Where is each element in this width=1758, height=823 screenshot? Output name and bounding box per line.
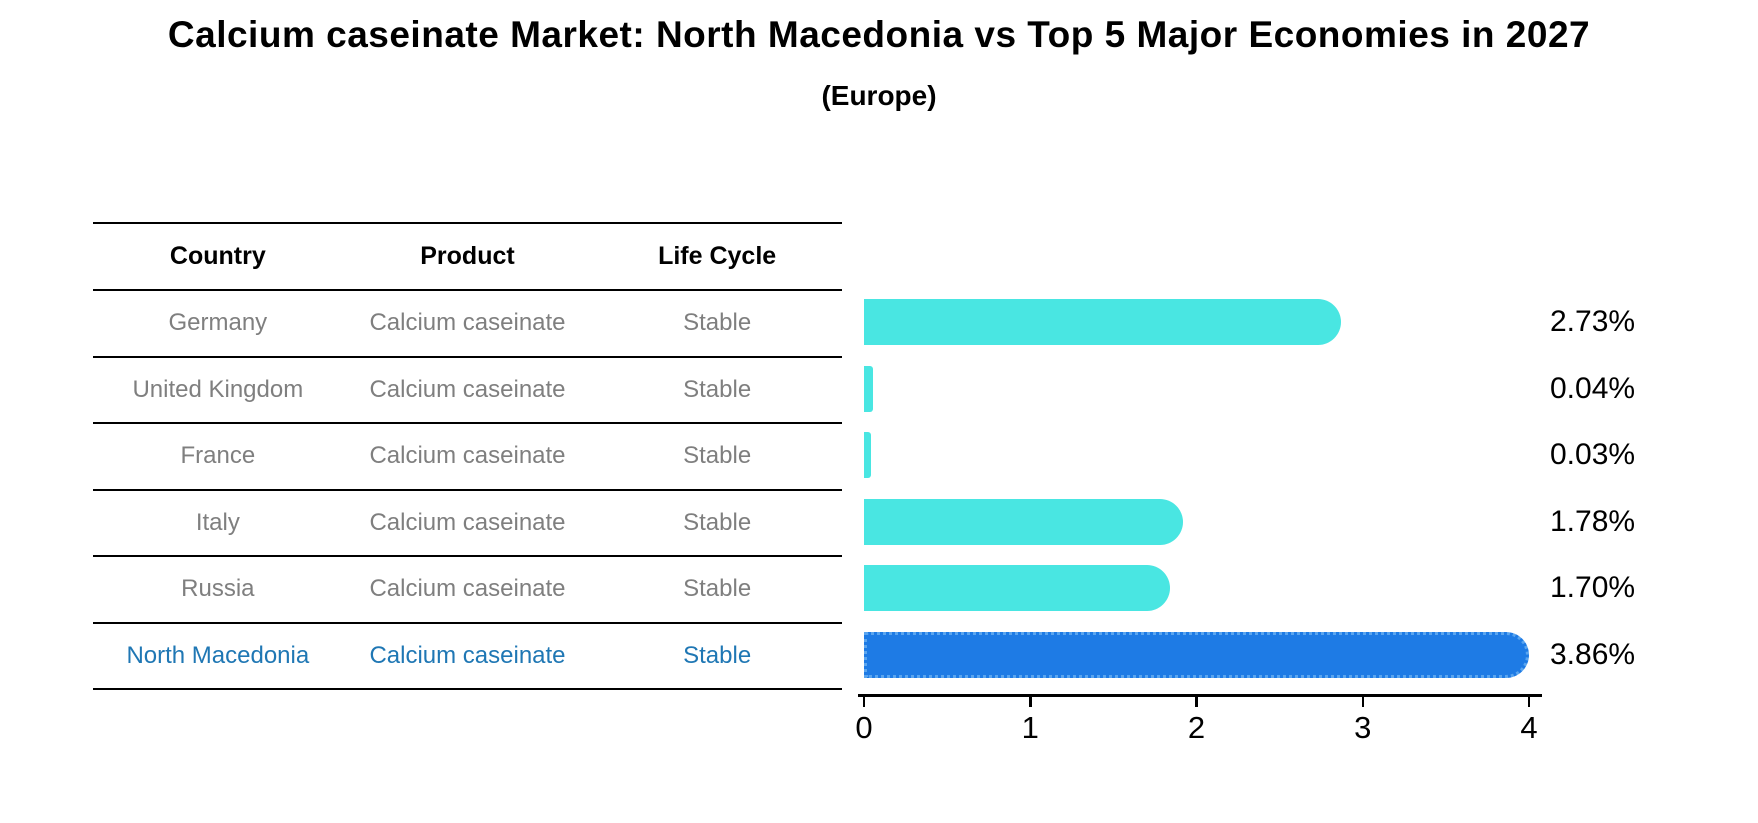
cell-country: Germany [168, 309, 268, 337]
table-row: France Calcium caseinate Stable [93, 424, 842, 491]
bar-value-label: 1.70% [1550, 571, 1636, 605]
x-tick-label: 0 [855, 710, 873, 745]
cell-product: Calcium caseinate [369, 375, 566, 403]
cell-country: France [180, 442, 256, 470]
cell-product: Calcium caseinate [369, 641, 566, 669]
bar-highlighted [864, 631, 1529, 678]
x-tick-label: 1 [1021, 710, 1039, 745]
cell-country: Russia [181, 575, 255, 603]
cell-life-cycle: Stable [683, 442, 752, 470]
cell-country: United Kingdom [132, 375, 304, 403]
cell-life-cycle: Stable [683, 375, 752, 403]
cell-country: North Macedonia [126, 641, 310, 669]
header-product: Product [420, 242, 515, 270]
x-tick-mark [1527, 694, 1531, 707]
country-table: Country Product Life Cycle Germany Calciu… [93, 222, 842, 690]
table-header-row: Country Product Life Cycle [93, 224, 842, 291]
bar [864, 498, 1183, 545]
x-tick-mark [1361, 694, 1364, 707]
bar [864, 565, 1170, 612]
cell-product: Calcium caseinate [369, 508, 566, 536]
cell-product: Calcium caseinate [369, 309, 566, 337]
bar-value-label: 1.78% [1550, 504, 1636, 538]
header-country: Country [169, 242, 266, 270]
cell-product: Calcium caseinate [369, 575, 566, 603]
x-tick-label: 3 [1354, 710, 1372, 745]
cell-life-cycle: Stable [683, 575, 752, 603]
chart-title: Calcium caseinate Market: North Macedoni… [167, 14, 1591, 55]
x-tick-mark [1029, 694, 1032, 707]
bar-value-label: 2.73% [1550, 305, 1636, 339]
x-axis-line [858, 694, 1542, 697]
cell-country: Italy [195, 508, 240, 536]
bar [864, 432, 871, 479]
bar-value-label: 0.04% [1550, 371, 1636, 405]
table-row: North Macedonia Calcium caseinate Stable [93, 624, 842, 690]
table-row: Italy Calcium caseinate Stable [93, 491, 842, 557]
cell-life-cycle: Stable [683, 508, 752, 536]
table-row: United Kingdom Calcium caseinate Stable [93, 358, 842, 424]
cell-life-cycle: Stable [683, 641, 752, 669]
bar-value-label: 3.86% [1550, 637, 1636, 671]
x-tick-mark [862, 694, 866, 707]
table-body: Germany Calcium caseinate Stable United Kin… [93, 291, 842, 690]
bar-value-label: 0.03% [1550, 438, 1636, 472]
bar [864, 299, 1341, 346]
cell-product: Calcium caseinate [369, 442, 566, 470]
header-life-cycle: Life Cycle [658, 242, 777, 270]
cell-life-cycle: Stable [683, 309, 752, 337]
x-tick-mark [1195, 694, 1198, 707]
x-tick-label: 4 [1520, 710, 1538, 745]
x-tick-label: 2 [1187, 710, 1206, 745]
table-row: Germany Calcium caseinate Stable [93, 291, 842, 358]
chart-subtitle: (Europe) [821, 80, 937, 111]
table-row: Russia Calcium caseinate Stable [93, 557, 842, 624]
bar [864, 365, 873, 412]
